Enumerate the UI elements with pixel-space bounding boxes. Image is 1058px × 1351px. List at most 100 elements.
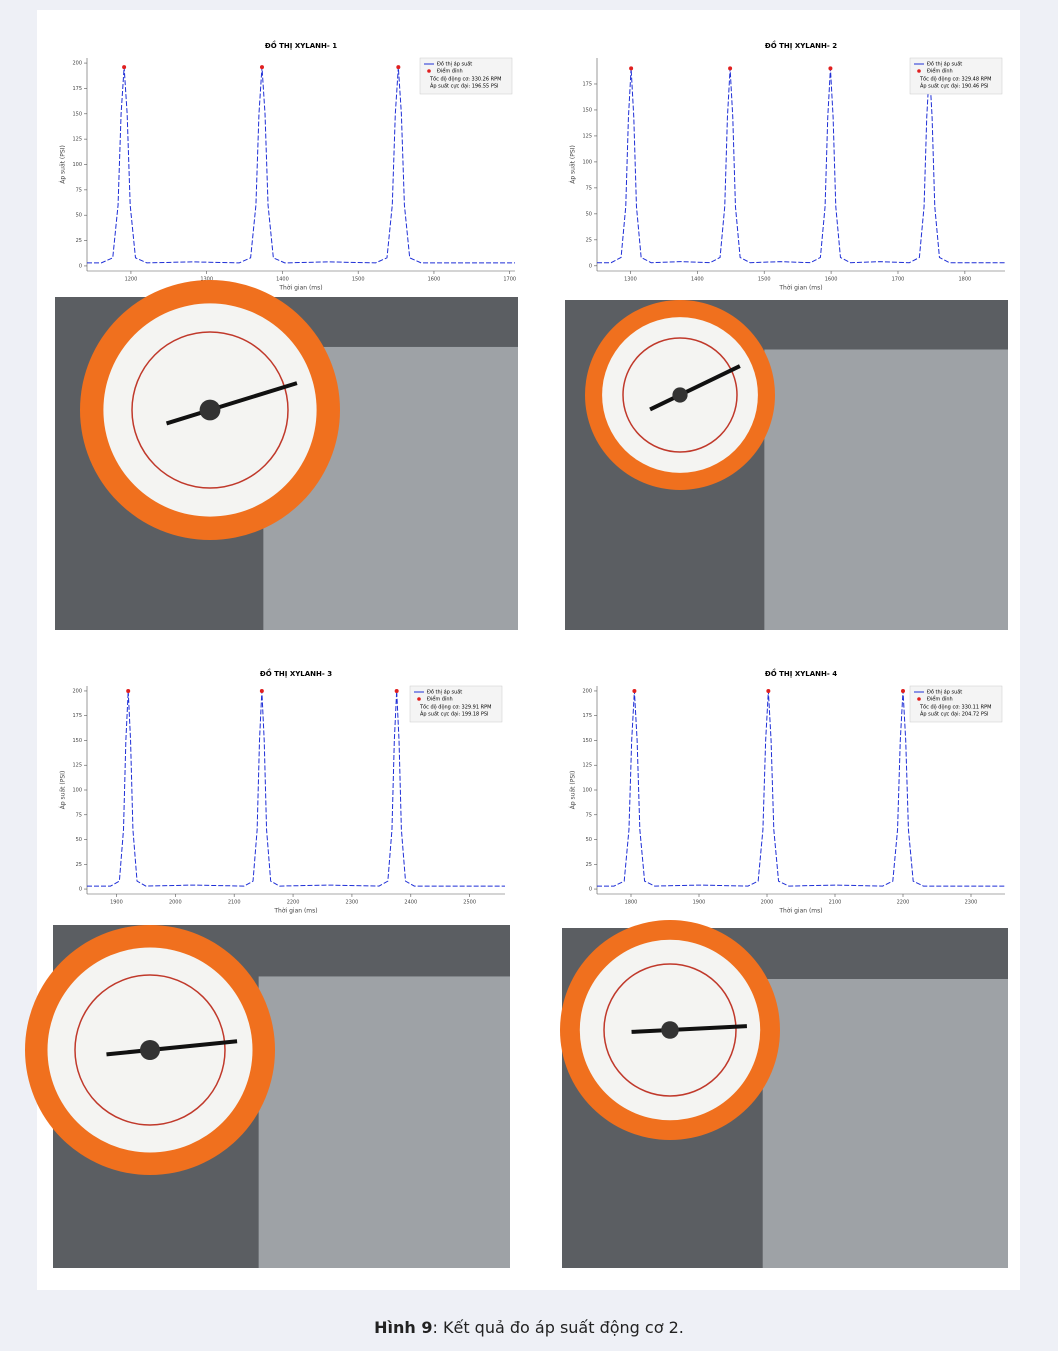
gauge-hub bbox=[199, 399, 221, 421]
y-tick-label: 100 bbox=[582, 788, 592, 794]
gauge-needle bbox=[106, 1039, 238, 1057]
x-tick-label: 2300 bbox=[965, 900, 978, 906]
legend-label: Đồ thị áp suất bbox=[437, 60, 472, 68]
y-tick-label: 75 bbox=[76, 812, 82, 818]
engine bbox=[258, 976, 510, 1268]
peak-point bbox=[126, 688, 131, 693]
y-tick-label: 125 bbox=[72, 137, 82, 143]
x-tick-label: 1900 bbox=[693, 900, 706, 906]
gauge-dial bbox=[74, 974, 226, 1126]
y-tick-label: 100 bbox=[582, 159, 592, 165]
y-tick-label: 25 bbox=[586, 237, 592, 243]
annotation: Áp suất cực đại: 204.72 PSI bbox=[920, 711, 988, 718]
y-tick-label: 200 bbox=[72, 61, 82, 67]
chart-title: ĐỒ THỊ XYLANH- 2 bbox=[765, 40, 837, 50]
x-tick-label: 1800 bbox=[625, 900, 638, 906]
caption-label: Hình 9 bbox=[374, 1318, 433, 1337]
y-tick-label: 175 bbox=[582, 713, 592, 719]
legend-label: Đồ thị áp suất bbox=[927, 60, 962, 68]
annotation: Tốc độ động cơ: 330.26 RPM bbox=[429, 76, 501, 83]
legend-label: Điểm đỉnh bbox=[437, 68, 463, 75]
y-tick-label: 175 bbox=[72, 86, 82, 92]
y-tick-label: 50 bbox=[76, 837, 82, 843]
engine bbox=[762, 979, 1008, 1268]
chart-title: ĐỒ THỊ XYLANH- 3 bbox=[260, 668, 332, 678]
y-axis-label: Áp suất (PSI) bbox=[60, 771, 67, 810]
y-axis-label: Áp suất (PSI) bbox=[570, 771, 577, 810]
x-tick-label: 1900 bbox=[110, 900, 123, 906]
legend-swatch bbox=[917, 697, 921, 701]
legend-box bbox=[909, 57, 1003, 95]
y-tick-label: 150 bbox=[72, 111, 82, 117]
x-axis-label: Thời gian (ms) bbox=[778, 908, 822, 915]
y-tick-label: 0 bbox=[79, 263, 82, 269]
legend-swatch bbox=[417, 697, 421, 701]
gauge-hub bbox=[672, 387, 688, 403]
legend-box bbox=[419, 57, 513, 95]
y-tick-label: 100 bbox=[72, 788, 82, 794]
legend-label: Điểm đỉnh bbox=[927, 696, 953, 703]
legend-swatch bbox=[917, 69, 921, 73]
y-tick-label: 175 bbox=[72, 713, 82, 719]
y-axis-label: Áp suất (PSI) bbox=[570, 145, 577, 184]
annotation: Tốc độ động cơ: 329.91 RPM bbox=[419, 704, 491, 711]
peak-point bbox=[766, 688, 771, 693]
x-tick-label: 1700 bbox=[503, 277, 516, 283]
x-axis-label: Thời gian (ms) bbox=[273, 908, 317, 915]
x-axis-label: Thời gian (ms) bbox=[778, 285, 822, 292]
x-tick-label: 1800 bbox=[959, 277, 972, 283]
y-tick-label: 125 bbox=[582, 133, 592, 139]
x-tick-label: 1300 bbox=[624, 277, 637, 283]
legend-box bbox=[409, 685, 503, 723]
gauge-dial bbox=[622, 337, 738, 453]
x-tick-label: 2300 bbox=[346, 900, 359, 906]
x-tick-label: 2000 bbox=[761, 900, 774, 906]
x-tick-label: 1700 bbox=[892, 277, 905, 283]
gauge-needle bbox=[649, 364, 741, 412]
gauge-hub bbox=[140, 1040, 160, 1060]
peak-point bbox=[728, 66, 733, 71]
x-tick-label: 1400 bbox=[691, 277, 704, 283]
annotation: Áp suất cực đại: 196.55 PSI bbox=[430, 83, 498, 90]
x-tick-label: 2500 bbox=[463, 900, 476, 906]
y-axis-label: Áp suất (PSI) bbox=[60, 145, 67, 184]
y-tick-label: 150 bbox=[72, 738, 82, 744]
chart-title: ĐỒ THỊ XYLANH- 4 bbox=[765, 668, 837, 678]
gauge-dial bbox=[131, 331, 289, 489]
peak-point bbox=[259, 688, 264, 693]
x-tick-label: 2000 bbox=[169, 900, 182, 906]
y-tick-label: 50 bbox=[586, 211, 592, 217]
y-tick-label: 200 bbox=[582, 688, 592, 694]
y-tick-label: 25 bbox=[76, 238, 82, 244]
caption: Hình 9: Kết quả đo áp suất động cơ 2. bbox=[0, 1318, 1058, 1337]
peak-point bbox=[122, 65, 127, 70]
y-tick-label: 125 bbox=[72, 763, 82, 769]
y-tick-label: 150 bbox=[582, 738, 592, 744]
peak-point bbox=[629, 66, 634, 71]
x-tick-label: 1500 bbox=[352, 277, 365, 283]
x-tick-label: 2200 bbox=[897, 900, 910, 906]
y-tick-label: 75 bbox=[586, 185, 592, 191]
legend-box bbox=[909, 685, 1003, 723]
peak-point bbox=[828, 66, 833, 71]
annotation: Tốc độ động cơ: 330.11 RPM bbox=[919, 704, 991, 711]
y-tick-label: 50 bbox=[76, 213, 82, 219]
gauge-hub bbox=[661, 1021, 679, 1039]
legend-label: Điểm đỉnh bbox=[427, 696, 453, 703]
legend-label: Đồ thị áp suất bbox=[427, 688, 462, 696]
x-tick-label: 1200 bbox=[125, 277, 138, 283]
gauge-needle bbox=[165, 381, 298, 426]
x-tick-label: 1400 bbox=[276, 277, 289, 283]
x-tick-label: 2100 bbox=[228, 900, 241, 906]
y-tick-label: 150 bbox=[582, 107, 592, 113]
x-tick-label: 1500 bbox=[758, 277, 771, 283]
y-tick-label: 200 bbox=[72, 688, 82, 694]
legend-label: Điểm đỉnh bbox=[927, 68, 953, 75]
x-tick-label: 1600 bbox=[428, 277, 441, 283]
peak-point bbox=[396, 65, 401, 70]
figure: ĐỒ THỊ XYLANH- 1 0 25 50 75 100 125 150 175 200 12… bbox=[25, 40, 1008, 1268]
gauge-needle bbox=[631, 1024, 748, 1034]
y-tick-label: 75 bbox=[586, 812, 592, 818]
gauge-dial bbox=[603, 963, 737, 1097]
